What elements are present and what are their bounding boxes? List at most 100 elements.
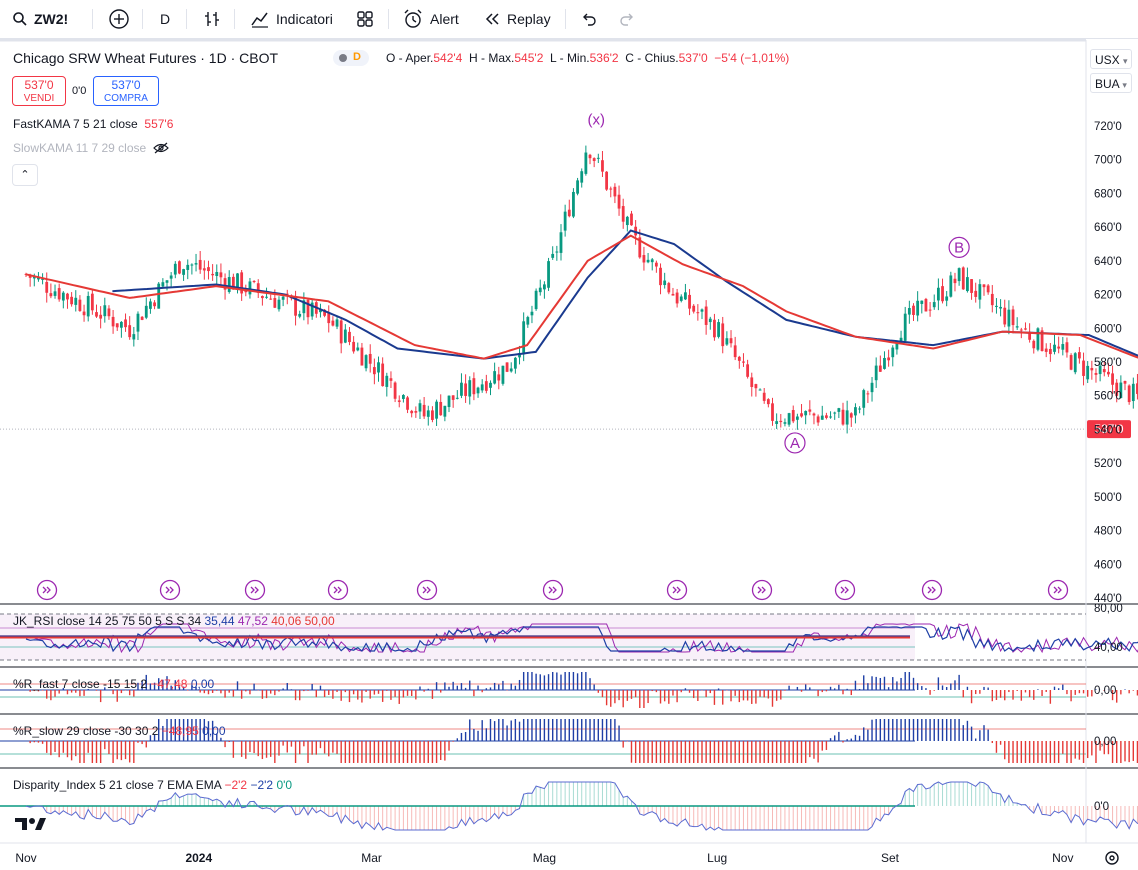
hidden-eye-icon[interactable] [153,142,169,154]
indicators-icon [251,12,268,28]
event-marker-arrow [165,586,174,594]
candle-body [165,280,169,283]
axes-layer: 537'0 720'0 700'0 680'0 660'0 640'0 620'0 600'0… [15,121,1131,865]
market-status-pill[interactable]: D [333,50,369,66]
rsi-legend[interactable]: JK_RSI close 14 25 75 50 5 S S 34 35,44 … [13,614,335,628]
candle-body [447,395,451,408]
spread-value: 0'0 [72,85,87,97]
replay-button[interactable]: Replay [483,6,551,32]
disparity-legend[interactable]: Disparity_Index 5 21 close 7 EMA EMA −2'… [13,778,292,792]
candle-body [1102,369,1106,373]
toolbar-divider [234,9,235,29]
candle-body [1007,309,1011,327]
candle-body [849,413,853,418]
candle-body [194,263,198,265]
buy-button[interactable]: 537'0 COMPRA [93,76,159,106]
candle-body [215,272,219,277]
candle-body [368,353,372,364]
sell-label: VENDI [23,93,55,104]
redo-button[interactable] [618,6,636,32]
event-marker-arrow [250,586,259,594]
sell-price: 537'0 [24,78,54,92]
event-marker-icon[interactable] [327,579,349,601]
candle-body [74,297,78,305]
event-marker-arrow [422,586,431,594]
unit-select[interactable]: BUA ▾ [1090,73,1132,93]
price-tick-label: 480'0 [1094,526,1122,538]
candle-body [480,384,484,391]
event-marker-icon[interactable] [666,579,688,601]
redo-icon [620,13,633,26]
candle-body [410,410,414,414]
collapse-legend-button[interactable]: ⌃ [12,164,38,186]
candle-body [406,397,409,410]
candle-body [675,292,679,304]
low-value: 536'2 [589,51,619,65]
symbol-search-button[interactable]: ZW2! [12,6,68,32]
candle-body [576,180,579,194]
candle-body [883,357,886,369]
symbol-title[interactable]: Chicago SRW Wheat Futures · 1D · CBOT [13,50,279,66]
currency-select[interactable]: USX ▾ [1090,49,1132,69]
candle-body [1086,365,1090,380]
candle-body [795,416,799,420]
candle-body [700,309,704,312]
candle-body [493,371,497,384]
interval-button[interactable]: D [160,6,170,32]
candle-body [916,300,920,316]
candle-body [671,293,675,296]
candle-body [704,306,708,325]
chevron-down-icon: ▾ [1123,56,1128,66]
time-tick-label: Nov [15,851,36,865]
sell-button[interactable]: 537'0 VENDI [12,76,66,106]
candle-body [161,282,165,287]
candle-body [543,284,546,290]
settings-gear-icon[interactable] [1105,851,1119,865]
candle-body [32,276,36,279]
disparity-label: Disparity_Index 5 21 close 7 EMA EMA [13,778,222,792]
candle-body [66,293,69,300]
event-marker-arrow [840,586,849,594]
event-marker-icon[interactable] [921,579,943,601]
time-tick-label: Mar [361,851,382,865]
rewind-icon [485,13,499,25]
candle-body [198,259,202,270]
candle-body [970,279,973,293]
event-marker-icon[interactable] [36,579,58,601]
candle-body [260,296,264,299]
candle-body [269,298,273,300]
candle-body [949,275,953,297]
candle-body [1011,309,1015,326]
candle-body [360,347,364,366]
fast-kama-legend[interactable]: FastKAMA 7 5 21 close 557'6 [13,117,173,131]
alert-label: Alert [430,11,459,27]
candle-body [323,309,326,316]
event-marker-icon[interactable] [834,579,856,601]
slow-kama-legend[interactable]: SlowKAMA 11 7 29 close [13,141,169,155]
indicators-button[interactable]: Indicatori [250,6,333,32]
candle-body [302,300,306,314]
event-marker-icon[interactable] [244,579,266,601]
r-fast-legend[interactable]: %R_fast 7 close -15 15 2 −47,48 0,00 [13,677,214,691]
event-marker-icon[interactable] [1047,579,1069,601]
status-dot-icon [339,54,347,62]
candle-body [182,269,185,275]
chart-type-button[interactable] [202,6,222,32]
candles-layer [24,145,1138,434]
compare-button[interactable] [108,6,130,32]
layout-templates-button[interactable] [355,6,375,32]
undo-button[interactable] [580,6,598,32]
alert-button[interactable]: Alert [402,6,459,32]
add-circle-icon [109,9,129,29]
event-marker-icon[interactable] [751,579,773,601]
event-marker-icon[interactable] [416,579,438,601]
candle-body [601,160,604,172]
event-marker-icon[interactable] [159,579,181,601]
candle-body [331,320,335,326]
r-slow-legend[interactable]: %R_slow 29 close -30 30 2 −48,95 0,00 [13,724,226,738]
event-marker-icon[interactable] [542,579,564,601]
candle-body [236,273,239,290]
candle-body [551,253,555,258]
price-tick-label: 680'0 [1094,188,1122,200]
